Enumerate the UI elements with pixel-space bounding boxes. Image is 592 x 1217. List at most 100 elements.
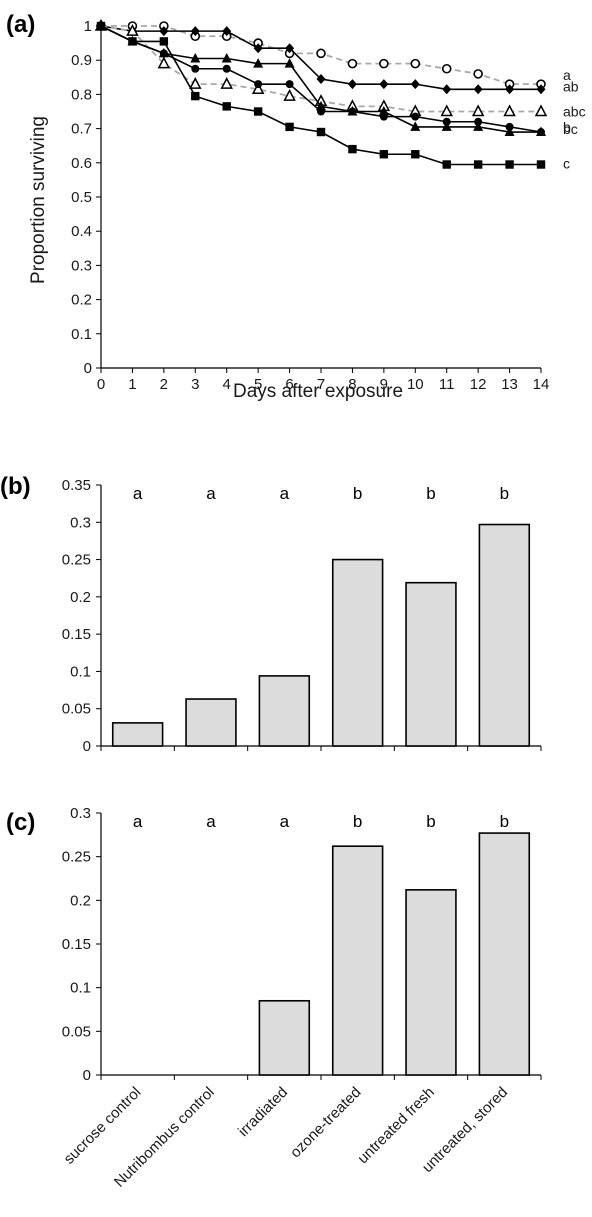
- panel-b-bars: [111, 523, 531, 747]
- bar-c-3: [331, 845, 384, 1076]
- x-tick-label-a: 13: [501, 376, 518, 393]
- x-tick-label-a: 7: [317, 376, 325, 393]
- bar-b-3: [331, 558, 384, 747]
- data-point: [378, 106, 389, 116]
- data-point: [410, 58, 421, 69]
- data-point: [473, 69, 483, 79]
- data-point: [379, 79, 389, 90]
- panel-c-bars: [258, 832, 531, 1076]
- significance-letter: b: [426, 812, 435, 831]
- panel-a-series: [94, 18, 548, 169]
- data-point: [441, 121, 452, 131]
- y-tick-label-c: 0.05: [62, 1023, 91, 1040]
- category-label: ozone-treated: [287, 1084, 364, 1161]
- data-point: [536, 84, 546, 95]
- data-point: [126, 24, 139, 36]
- data-point: [222, 26, 232, 37]
- data-point: [253, 58, 264, 68]
- y-tick-label-a: 1: [84, 18, 92, 35]
- y-tick-label-a: 0.1: [71, 326, 92, 343]
- data-point: [473, 121, 484, 131]
- data-point: [347, 58, 358, 69]
- y-tick-label-a: 0.7: [71, 121, 92, 138]
- panel-c-label: (c): [6, 809, 35, 836]
- significance-letter: b: [500, 812, 509, 831]
- data-point: [285, 43, 295, 54]
- data-point: [128, 37, 137, 46]
- data-point: [251, 82, 265, 95]
- y-tick-label-a: 0.5: [71, 189, 92, 206]
- data-point: [442, 160, 451, 169]
- data-point: [534, 104, 548, 117]
- data-point: [473, 160, 483, 169]
- series-end-label: a: [563, 67, 571, 83]
- data-point: [536, 126, 546, 137]
- data-point: [157, 56, 171, 69]
- data-point: [411, 112, 420, 121]
- data-point: [159, 37, 169, 46]
- bar-b-5: [478, 523, 531, 747]
- data-point: [284, 58, 295, 68]
- x-tick-label-a: 11: [439, 376, 455, 393]
- bar-b-1: [185, 698, 237, 747]
- y-tick-label-b: 0.35: [62, 477, 91, 494]
- data-point: [316, 48, 326, 59]
- panel-a-axes: 00.10.20.30.40.50.60.70.80.910 1 2 3 4 5 6 7 8 9 1…: [71, 18, 549, 393]
- y-tick-label-b: 0.15: [62, 626, 91, 643]
- data-point: [253, 107, 263, 116]
- y-tick-label-b: 0.3: [70, 514, 91, 531]
- y-tick-label-a: 0.8: [71, 86, 92, 103]
- panel-c-bar-chart: (c) 0 0.05 0.1 0.15 0.2 0.25 0.3 a a a b b b sucros…: [6, 805, 542, 1191]
- series-end-label: c: [563, 156, 570, 172]
- significance-letter: a: [280, 484, 290, 503]
- data-point: [347, 79, 357, 90]
- data-point: [220, 77, 233, 89]
- significance-letter: b: [353, 484, 362, 503]
- data-point: [253, 43, 263, 54]
- series-ab: [96, 21, 546, 95]
- data-point: [316, 100, 326, 111]
- data-point: [254, 80, 263, 89]
- data-point: [471, 104, 485, 117]
- data-point: [190, 26, 200, 37]
- series-end-label: ab: [563, 78, 579, 94]
- category-label: irradiated: [235, 1084, 291, 1140]
- data-point: [222, 102, 231, 111]
- significance-letter: b: [426, 484, 435, 503]
- data-point: [505, 84, 515, 95]
- y-tick-label-a: 0: [84, 360, 92, 377]
- x-axis-label-a: Days after exposure: [233, 381, 403, 402]
- x-tick-label-a: 4: [223, 376, 231, 393]
- series-end-label: b: [563, 119, 571, 135]
- data-point: [442, 84, 452, 95]
- series-c: [96, 21, 546, 169]
- panel-b-label: (b): [0, 473, 31, 500]
- data-point: [411, 150, 420, 159]
- panel-b-bar-chart: (b) 0 0.05 0.1 0.15 0.2 0.25 0.3 0.35 a a a b b b: [0, 473, 542, 755]
- bar-b-2: [258, 675, 311, 747]
- panel-a-survival-chart: (a) Proportion surviving Days after expo…: [6, 11, 586, 402]
- significance-letter: a: [206, 812, 216, 831]
- x-tick-label-a: 10: [407, 376, 424, 393]
- category-label: untreated fresh: [354, 1084, 437, 1167]
- y-tick-label-a: 0.3: [71, 257, 92, 274]
- x-tick-label-a: 2: [160, 376, 168, 393]
- data-point: [316, 127, 326, 137]
- y-tick-label-b: 0.1: [70, 663, 91, 680]
- y-tick-label-b: 0.2: [70, 589, 91, 606]
- y-tick-label-b: 0.05: [62, 701, 91, 718]
- data-point: [221, 52, 232, 63]
- y-tick-label-a: 0.6: [71, 155, 92, 172]
- bar-b-0: [111, 722, 164, 747]
- bar-c-4: [405, 889, 457, 1076]
- x-tick-label-a: 6: [285, 376, 293, 393]
- data-point: [191, 91, 200, 101]
- data-point: [379, 150, 389, 159]
- data-point: [347, 106, 358, 116]
- data-point: [503, 104, 516, 117]
- y-tick-label-b: 0.25: [62, 552, 91, 569]
- x-tick-label-a: 12: [470, 376, 487, 393]
- significance-letter: a: [206, 484, 216, 503]
